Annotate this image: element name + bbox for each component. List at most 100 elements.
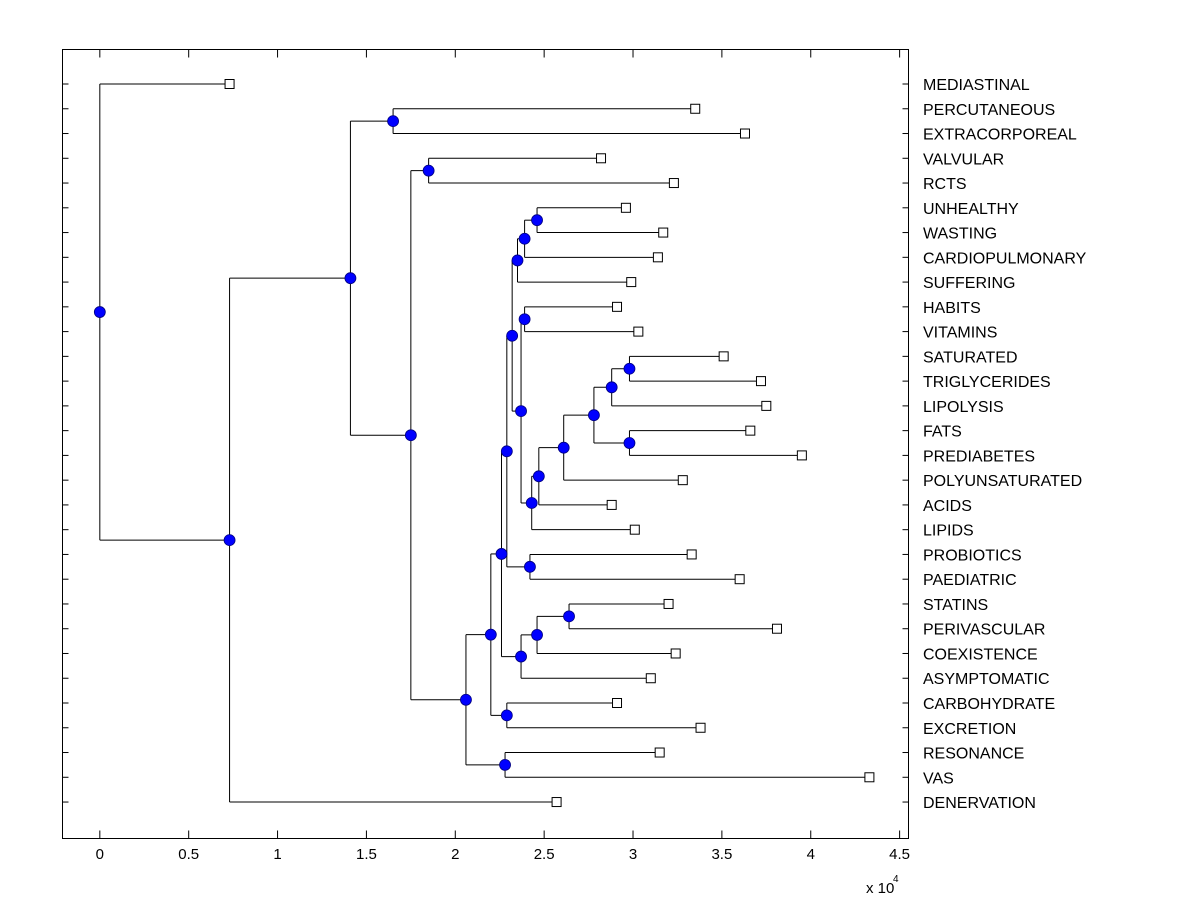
x-tick-label: 3	[629, 846, 637, 863]
leaf-label: EXTRACORPOREAL	[923, 127, 1077, 144]
node-marker	[422, 164, 435, 177]
node-marker	[605, 381, 618, 394]
leaf-label: LIPOLYSIS	[923, 399, 1004, 416]
leaf-marker	[645, 673, 656, 684]
leaf-label: CARDIOPULMONARY	[923, 250, 1087, 267]
node-marker	[532, 470, 545, 483]
leaf-marker	[796, 450, 807, 461]
leaf-marker	[677, 475, 688, 486]
node-marker	[563, 610, 575, 623]
x-tick-label: 1	[273, 846, 281, 863]
leaf-marker	[626, 277, 637, 288]
node-marker	[588, 409, 600, 422]
leaf-marker	[739, 128, 750, 139]
x-tick-label: 2	[451, 846, 459, 863]
leaf-marker	[695, 722, 706, 733]
node-marker	[500, 709, 513, 722]
leaf-marker	[668, 178, 679, 189]
leaf-marker	[612, 301, 623, 312]
leaf-label: PERIVASCULAR	[923, 622, 1045, 639]
leaf-label: RESONANCE	[923, 746, 1024, 763]
leaf-marker	[551, 797, 562, 808]
x-multiplier-exponent: 4	[893, 874, 899, 885]
x-tick-label: 0	[96, 846, 104, 863]
leaf-marker	[620, 202, 631, 213]
leaf-label: DENERVATION	[923, 795, 1036, 812]
leaf-label: UNHEALTHY	[923, 201, 1019, 218]
leaf-label: PREDIABETES	[923, 448, 1035, 465]
leaf-label: RCTS	[923, 176, 967, 193]
leaf-marker	[690, 103, 701, 114]
node-marker	[506, 329, 519, 342]
leaf-marker	[771, 623, 782, 634]
node-marker	[623, 362, 636, 375]
leaf-label: VITAMINS	[923, 325, 997, 342]
node-marker	[495, 548, 508, 560]
leaf-label: CARBOHYDRATE	[923, 696, 1055, 713]
node-marker	[93, 306, 106, 318]
x-tick-label: 3.5	[711, 846, 732, 863]
x-tick-label: 4.5	[889, 846, 910, 863]
leaf-label: COEXISTENCE	[923, 646, 1038, 663]
leaf-label: MEDIASTINAL	[923, 77, 1030, 94]
leaf-label: EXCRETION	[923, 721, 1016, 738]
leaf-marker	[670, 648, 681, 659]
node-marker	[500, 445, 513, 458]
node-marker	[484, 628, 497, 641]
leaf-labels: MEDIASTINAL PERCUTANEOUS EXTRACORPOREAL VAL…	[923, 77, 1087, 812]
leaf-label: VAS	[923, 770, 954, 787]
node-marker	[499, 759, 511, 771]
node-marker	[515, 405, 527, 418]
leaf-marker	[654, 747, 665, 758]
node-marker	[623, 437, 636, 449]
x-tick-label: 4	[807, 846, 815, 863]
node-marker	[524, 560, 536, 573]
x-tick-label: 0.5	[178, 846, 199, 863]
leaf-label: ACIDS	[923, 498, 972, 515]
leaf-marker	[761, 400, 772, 411]
leaf-label: POLYUNSATURATED	[923, 473, 1082, 490]
node-marker	[404, 429, 417, 442]
leaf-label: PERCUTANEOUS	[923, 102, 1055, 119]
leaf-marker	[686, 549, 697, 560]
leaf-marker	[745, 425, 756, 436]
axis-ticks: 0 0.5 1 1.5 2 2.5 3 3.5 4 4.5	[62, 49, 910, 863]
leaf-marker	[658, 227, 669, 238]
node-marker	[223, 534, 236, 547]
node-marker	[511, 254, 524, 267]
leaf-label: VALVULAR	[923, 151, 1004, 168]
x-tick-label: 2.5	[534, 846, 555, 863]
node-marker	[518, 232, 531, 245]
leaf-marker	[612, 698, 623, 708]
leaf-label: PAEDIATRIC	[923, 572, 1017, 589]
leaf-label: STATINS	[923, 597, 988, 614]
plot-area	[62, 49, 909, 839]
leaf-label: LIPIDS	[923, 523, 974, 540]
node-marker	[531, 214, 543, 227]
leaf-label: PROBIOTICS	[923, 547, 1022, 564]
node-marker	[387, 115, 399, 128]
node-marker	[531, 629, 543, 641]
leaf-label: HABITS	[923, 300, 981, 317]
leaf-label: FATS	[923, 424, 962, 441]
leaf-marker	[652, 252, 663, 263]
x-tick-label: 1.5	[356, 846, 377, 863]
leaf-marker	[864, 772, 875, 783]
leaf-marker	[734, 574, 745, 585]
leaf-marker	[224, 79, 235, 89]
leaf-marker	[633, 326, 644, 337]
leaf-label: SUFFERING	[923, 275, 1015, 292]
x-multiplier: x 10	[866, 880, 894, 897]
node-markers	[93, 79, 875, 808]
leaf-label: SATURATED	[923, 349, 1018, 366]
leaf-marker	[755, 376, 766, 387]
leaf-marker	[606, 499, 617, 510]
leaf-marker	[663, 598, 674, 609]
node-marker	[460, 693, 472, 706]
leaf-label: WASTING	[923, 226, 997, 243]
leaf-marker	[718, 351, 729, 362]
leaf-marker	[596, 153, 607, 164]
node-marker	[557, 441, 570, 454]
leaf-label: TRIGLYCERIDES	[923, 374, 1051, 391]
